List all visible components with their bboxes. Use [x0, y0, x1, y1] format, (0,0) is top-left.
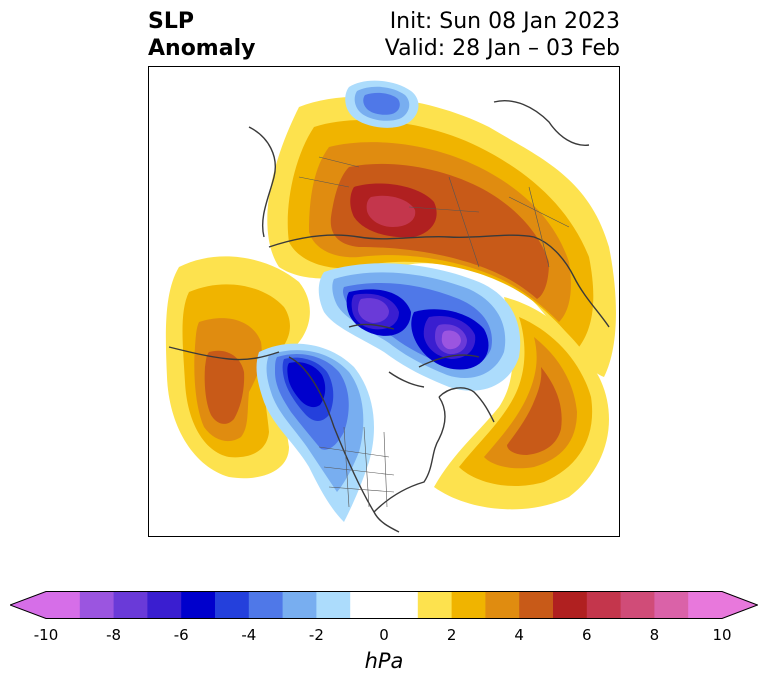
- colorbar-segment: [248, 591, 284, 619]
- colorbar-segment: [688, 591, 723, 619]
- colorbar-segment: [113, 591, 148, 619]
- colorbar-tick-label: -8: [106, 626, 122, 644]
- colorbar-tick-label: -2: [308, 626, 324, 644]
- colorbar-segment: [282, 591, 317, 619]
- colorbar-outline: [10, 591, 758, 619]
- colorbar-segment: [215, 591, 250, 619]
- colorbar-tick-label: -4: [241, 626, 257, 644]
- colorbar-tick-label: 8: [649, 626, 660, 644]
- colorbar-segment: [620, 591, 655, 619]
- colorbar-segment: [654, 591, 689, 619]
- colorbar-tick-label: -6: [173, 626, 189, 644]
- colorbar-tick-label: 6: [582, 626, 592, 644]
- colorbar-extend-high: [722, 591, 758, 619]
- anomaly-map-svg: [165, 80, 616, 533]
- colorbar-tick-label: 10: [712, 626, 732, 644]
- colorbar-segment: [181, 591, 216, 619]
- positive-anomaly-pacific: [165, 256, 310, 479]
- negative-anomaly-arctic: [318, 263, 521, 391]
- negative-anomaly-kara: [345, 80, 419, 128]
- colorbar-segment: [553, 591, 588, 619]
- title-line-2: Anomaly: [148, 36, 256, 61]
- title-line-1: SLP: [148, 9, 194, 34]
- colorbar-tick-label: 4: [514, 626, 524, 644]
- political-borders: [298, 156, 570, 508]
- colorbar-unit-label: hPa: [364, 649, 404, 673]
- colorbar-extend-low: [10, 591, 46, 619]
- coastlines: [168, 100, 610, 533]
- negative-anomaly-alaska-canada: [256, 343, 374, 522]
- colorbar-tick-label: 0: [379, 626, 389, 644]
- colorbar-tick-label: -10: [33, 626, 59, 644]
- colorbar-segment: [316, 591, 351, 619]
- run-info: Init: Sun 08 Jan 2023 Valid: 28 Jan – 03…: [385, 8, 620, 62]
- positive-anomaly-eurasia: [267, 96, 616, 377]
- polar-map: [148, 66, 620, 537]
- colorbar-segment: [350, 591, 385, 619]
- colorbar-segment: [485, 591, 520, 619]
- colorbar-segment: [519, 591, 554, 619]
- colorbar-segment: [147, 591, 182, 619]
- colorbar-segment: [451, 591, 486, 619]
- positive-anomaly-atlantic: [434, 297, 609, 510]
- colorbar-segment: [384, 591, 419, 619]
- colorbar-tick-label: 2: [446, 626, 457, 644]
- colorbar-segment: [417, 591, 453, 619]
- chart-title: SLP Anomaly: [148, 8, 255, 62]
- colorbar: [10, 591, 758, 619]
- init-date-label: Init: Sun 08 Jan 2023: [389, 9, 620, 34]
- colorbar-ticks: -10 -8 -6 -4 -2 0 2 4 6 8 10: [0, 626, 768, 648]
- valid-range-label: Valid: 28 Jan – 03 Feb: [384, 36, 620, 61]
- colorbar-segment: [46, 591, 81, 619]
- colorbar-segment: [586, 591, 622, 619]
- colorbar-segment: [79, 591, 115, 619]
